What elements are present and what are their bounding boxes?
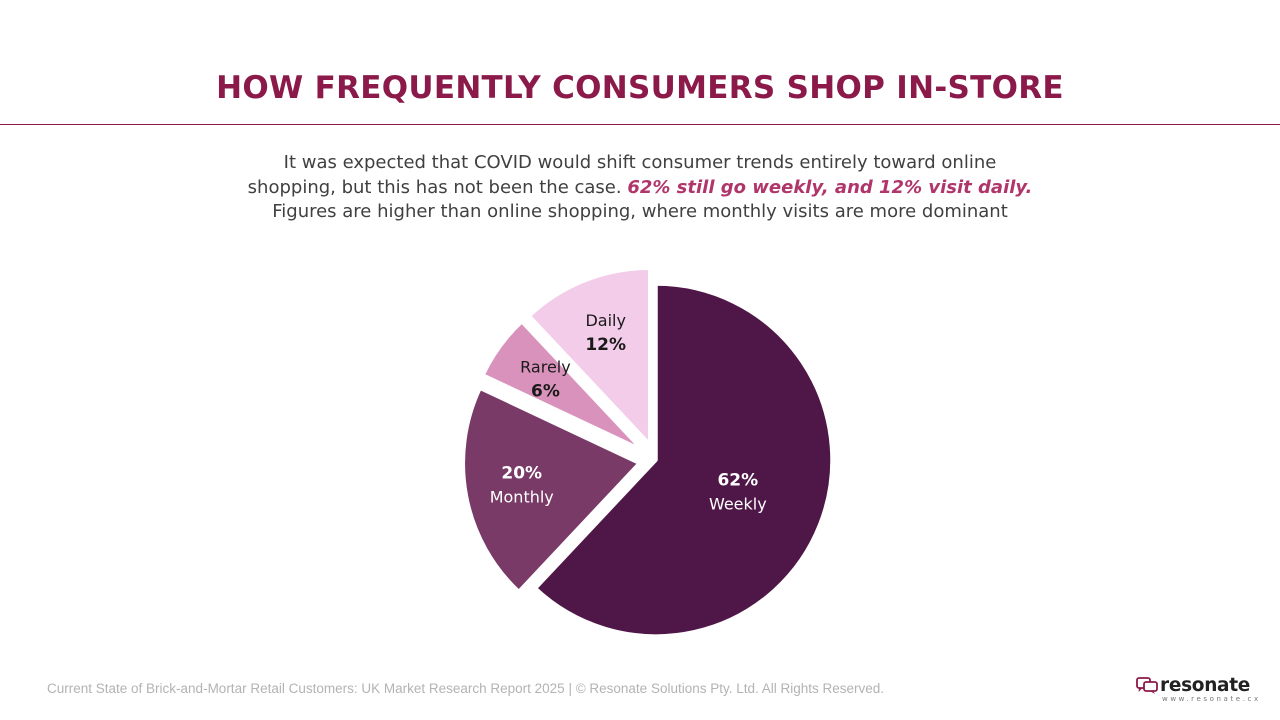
pie-slice-monthly <box>461 386 642 594</box>
pie-label-weekly-name: Weekly <box>709 494 767 513</box>
subtitle-text-1: It was expected that COVID would shift c… <box>247 152 997 198</box>
brand-url: www.resonate.cx <box>1162 695 1261 703</box>
pie-label-monthly-value: 20% <box>501 464 542 484</box>
pie-label-weekly-value: 62% <box>717 470 758 490</box>
pie-labels: 62% Weekly 20% Monthly Rarely 6% Daily 12% <box>490 311 767 513</box>
subtitle-highlight: 62% still go weekly, and 12% visit daily… <box>627 176 1033 198</box>
pie-slice-weekly <box>533 282 834 638</box>
pie-label-rarely-name: Rarely <box>520 358 571 377</box>
pie-label-rarely-value: 6% <box>531 382 560 402</box>
pie-label-monthly-name: Monthly <box>490 488 554 507</box>
title-divider <box>0 124 1280 125</box>
pie-slice-daily <box>527 266 652 446</box>
footer-copyright: Current State of Brick-and-Mortar Retail… <box>47 681 885 696</box>
pie-slice-rarely <box>481 319 644 452</box>
pie-slices <box>461 266 834 638</box>
brand-name: resonate <box>1160 675 1251 696</box>
pie-label-daily-name: Daily <box>585 311 625 330</box>
brand-logo: resonate www.resonate.cx <box>1136 675 1258 706</box>
slide-subtitle: It was expected that COVID would shift c… <box>240 151 1040 225</box>
speech-bubbles-icon <box>1136 677 1158 694</box>
slide-title: HOW FREQUENTLY CONSUMERS SHOP IN-STORE <box>216 70 1064 106</box>
pie-label-daily-value: 12% <box>585 335 626 355</box>
subtitle-text-2: Figures are higher than online shopping,… <box>272 201 1008 222</box>
